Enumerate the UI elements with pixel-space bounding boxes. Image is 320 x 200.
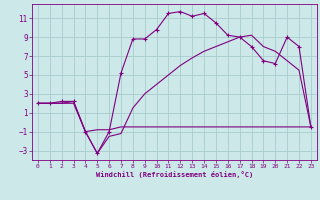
X-axis label: Windchill (Refroidissement éolien,°C): Windchill (Refroidissement éolien,°C) <box>96 171 253 178</box>
